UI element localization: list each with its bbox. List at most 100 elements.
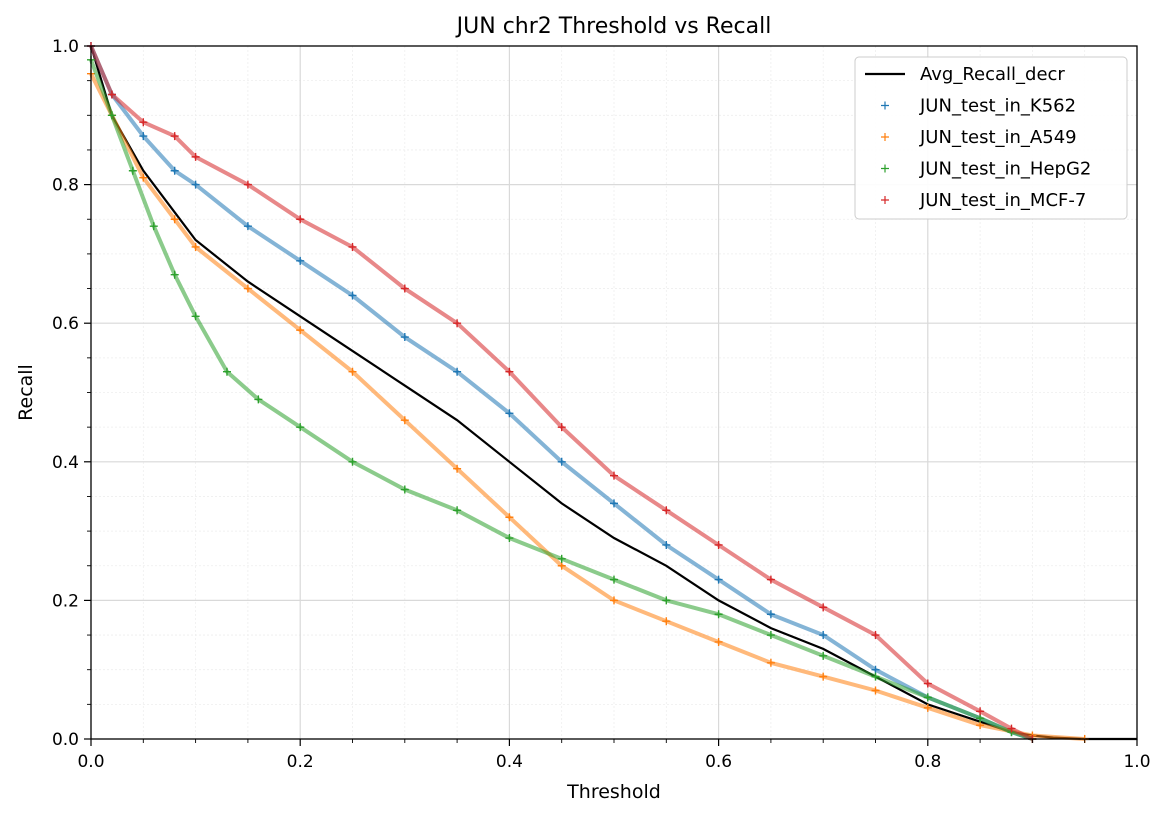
series-layer — [87, 42, 1137, 743]
y-axis-label: Recall — [15, 364, 37, 421]
legend-item: JUN_test_in_HepG2 — [881, 159, 1091, 180]
legend-marker-swatch — [881, 196, 889, 204]
series-4 — [87, 55, 1037, 743]
data-point — [348, 457, 357, 466]
data-point — [714, 610, 723, 619]
legend-box — [854, 56, 1128, 220]
data-point — [557, 561, 566, 570]
legend-label: JUN_test_in_MCF-7 — [919, 190, 1086, 211]
legend-item: JUN_test_in_K562 — [881, 96, 1076, 117]
data-point — [871, 672, 880, 681]
data-point — [139, 132, 148, 141]
y-tick-label: 1.0 — [52, 37, 79, 57]
data-point — [714, 575, 723, 584]
data-point — [296, 256, 305, 265]
y-tick-label: 0.2 — [52, 591, 79, 611]
legend-marker-swatch — [881, 101, 889, 110]
data-point — [871, 665, 880, 674]
data-point — [296, 326, 305, 335]
legend-marker-swatch — [881, 164, 889, 173]
data-point — [557, 554, 566, 563]
data-point — [139, 118, 148, 127]
y-tick-label: 0.0 — [52, 730, 79, 750]
legend-label: JUN_test_in_K562 — [919, 96, 1076, 117]
data-point — [610, 471, 618, 480]
legend-item: Avg_Recall_decr — [865, 64, 1065, 85]
legend-item: JUN_test_in_A549 — [881, 127, 1077, 148]
data-point — [976, 707, 985, 716]
x-tick-label: 0.2 — [287, 752, 314, 772]
data-point — [149, 222, 158, 231]
data-point — [766, 575, 775, 584]
data-point — [170, 270, 179, 279]
data-point — [400, 333, 409, 342]
data-point — [170, 166, 179, 175]
data-point — [557, 423, 566, 432]
axis-ticks: 0.0 0.2 0.4 0.6 0.8 1.0 0.0 0.2 0.4 0.6 0.8 1.0 — [52, 37, 1151, 772]
data-point — [453, 464, 462, 473]
data-point — [923, 693, 932, 702]
data-point — [766, 610, 775, 619]
data-point — [766, 631, 775, 640]
data-point — [662, 540, 671, 549]
x-tick-label: 0.6 — [705, 752, 732, 772]
x-tick-label: 0.0 — [77, 752, 104, 772]
data-point — [243, 222, 252, 231]
y-tick-label: 0.8 — [52, 176, 79, 196]
data-point — [191, 242, 200, 251]
data-point — [871, 686, 880, 695]
data-point — [170, 132, 179, 141]
data-point — [923, 679, 932, 688]
data-point — [107, 90, 116, 99]
data-point — [296, 423, 305, 432]
data-point — [976, 721, 985, 730]
data-point — [453, 506, 462, 515]
data-point — [923, 703, 932, 712]
data-point — [505, 534, 514, 543]
data-point — [662, 596, 671, 605]
data-point — [819, 631, 828, 640]
data-point — [662, 506, 671, 515]
series-trail — [89, 45, 1034, 741]
data-point — [400, 284, 409, 293]
chart-title: JUN chr2 Threshold vs Recall — [455, 14, 772, 39]
data-point — [191, 152, 200, 161]
data-point — [819, 651, 828, 660]
data-point — [819, 603, 828, 612]
data-point — [766, 658, 775, 667]
legend-label: JUN_test_in_HepG2 — [919, 159, 1091, 180]
data-point — [296, 215, 305, 224]
data-point — [348, 367, 357, 376]
data-point — [243, 180, 252, 189]
data-point — [400, 416, 409, 425]
data-point — [714, 637, 723, 646]
data-point — [254, 395, 263, 404]
x-tick-label: 1.0 — [1123, 752, 1150, 772]
data-point — [871, 631, 880, 640]
data-point — [348, 242, 357, 251]
data-point — [191, 180, 200, 189]
series-trail — [89, 45, 1034, 741]
data-point — [505, 513, 514, 522]
data-point — [107, 111, 116, 120]
legend-label: Avg_Recall_decr — [920, 64, 1065, 85]
data-point — [139, 173, 148, 182]
data-point — [505, 367, 514, 376]
series-trail — [89, 59, 1034, 741]
data-point — [128, 166, 137, 175]
data-point — [505, 409, 514, 418]
data-point — [610, 596, 618, 605]
data-point — [714, 540, 723, 549]
data-point — [610, 499, 618, 508]
series-trail — [89, 72, 1085, 741]
y-tick-label: 0.6 — [52, 314, 79, 334]
data-point — [348, 291, 357, 300]
data-point — [610, 575, 618, 584]
data-point — [453, 367, 462, 376]
data-point — [243, 284, 252, 293]
x-tick-label: 0.4 — [496, 752, 523, 772]
legend-label: JUN_test_in_A549 — [919, 127, 1077, 148]
legend-marker-swatch — [881, 133, 889, 141]
